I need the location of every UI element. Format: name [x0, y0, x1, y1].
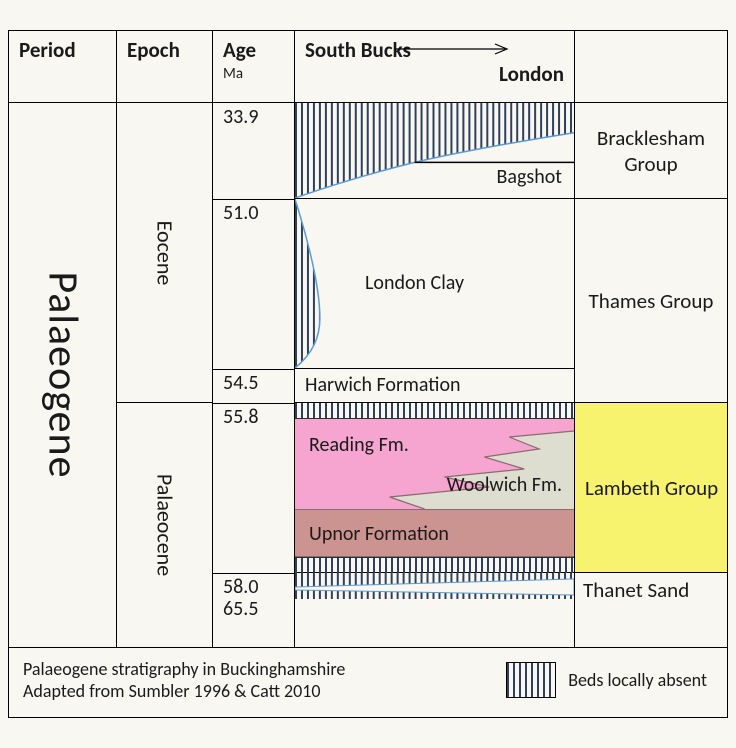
- header-row: Period Epoch Age Ma South Bucks London: [9, 31, 727, 103]
- age-55-8: 55.8: [223, 405, 258, 429]
- hdr-location: South Bucks London: [295, 31, 575, 103]
- row-bagshot: Bagshot: [295, 103, 574, 199]
- legend: Beds locally absent: [506, 662, 707, 698]
- hdr-group: [575, 31, 727, 103]
- hdr-age-unit: Ma: [223, 65, 284, 83]
- epoch-eocene: Eocene: [117, 103, 212, 403]
- col-strat: Bagshot London Clay Ha: [295, 103, 575, 647]
- chart-body: Palaeogene Eocene Palaeocene 33.9 51.0 5…: [9, 103, 727, 647]
- col-group: Bracklesham Group Thames Group Lambeth G…: [575, 103, 727, 647]
- period-label: Palaeogene: [37, 272, 88, 479]
- woolwich-label: Woolwich Fm.: [447, 473, 562, 497]
- group-bracklesham: Bracklesham Group: [575, 103, 727, 199]
- age-58-0: 58.0: [223, 575, 258, 599]
- bagshot-label: Bagshot: [497, 165, 562, 189]
- group-lambeth: Lambeth Group: [575, 403, 727, 573]
- legend-label: Beds locally absent: [568, 669, 707, 691]
- footer: Palaeogene stratigraphy in Buckinghamshi…: [9, 647, 727, 717]
- epoch-palaeocene-label: Palaeocene: [151, 474, 178, 576]
- london-clay-label: London Clay: [365, 271, 464, 295]
- age-54-5: 54.5: [223, 371, 258, 395]
- hdr-age-label: Age: [223, 37, 256, 63]
- group-thanet: Thanet Sand: [575, 573, 727, 613]
- age-65-5: 65.5: [223, 597, 258, 621]
- hdr-age: Age Ma: [213, 31, 295, 103]
- age-51-0: 51.0: [223, 201, 258, 225]
- arrow-icon: [395, 43, 515, 55]
- epoch-eocene-label: Eocene: [151, 220, 178, 285]
- row-harwich: Harwich Formation: [295, 369, 574, 403]
- legend-swatch: [506, 662, 556, 698]
- age-33-9: 33.9: [223, 105, 258, 129]
- reading-label: Reading Fm.: [309, 433, 409, 457]
- row-thanet: [295, 573, 574, 613]
- col-age: 33.9 51.0 54.5 55.8 58.0 65.5: [213, 103, 295, 647]
- upnor-band: Upnor Formation: [295, 509, 574, 557]
- row-london-clay: London Clay: [295, 199, 574, 369]
- harwich-label: Harwich Formation: [305, 373, 461, 397]
- col-epoch: Eocene Palaeocene: [117, 103, 213, 647]
- group-thames: Thames Group: [575, 199, 727, 403]
- col-period: Palaeogene: [9, 103, 117, 647]
- stratigraphy-chart: Period Epoch Age Ma South Bucks London P…: [8, 30, 728, 718]
- hdr-loc-right: London: [499, 61, 564, 87]
- hdr-period: Period: [9, 31, 117, 103]
- epoch-palaeocene: Palaeocene: [117, 403, 212, 647]
- upnor-label: Upnor Formation: [309, 522, 449, 546]
- row-lambeth: Reading Fm. Woolwich Fm. Upnor Formation: [295, 403, 574, 573]
- hdr-epoch: Epoch: [117, 31, 213, 103]
